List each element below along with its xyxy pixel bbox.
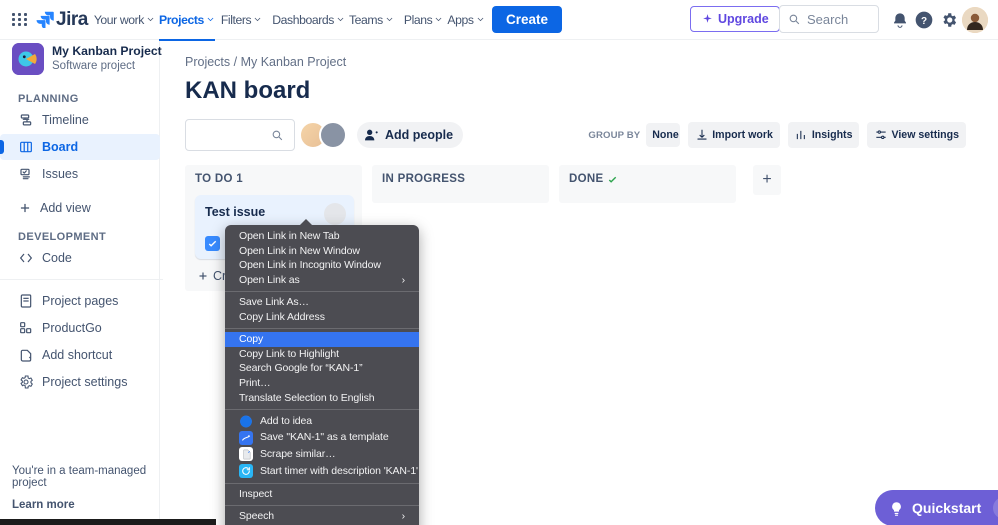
svg-text:?: ? (921, 16, 927, 27)
